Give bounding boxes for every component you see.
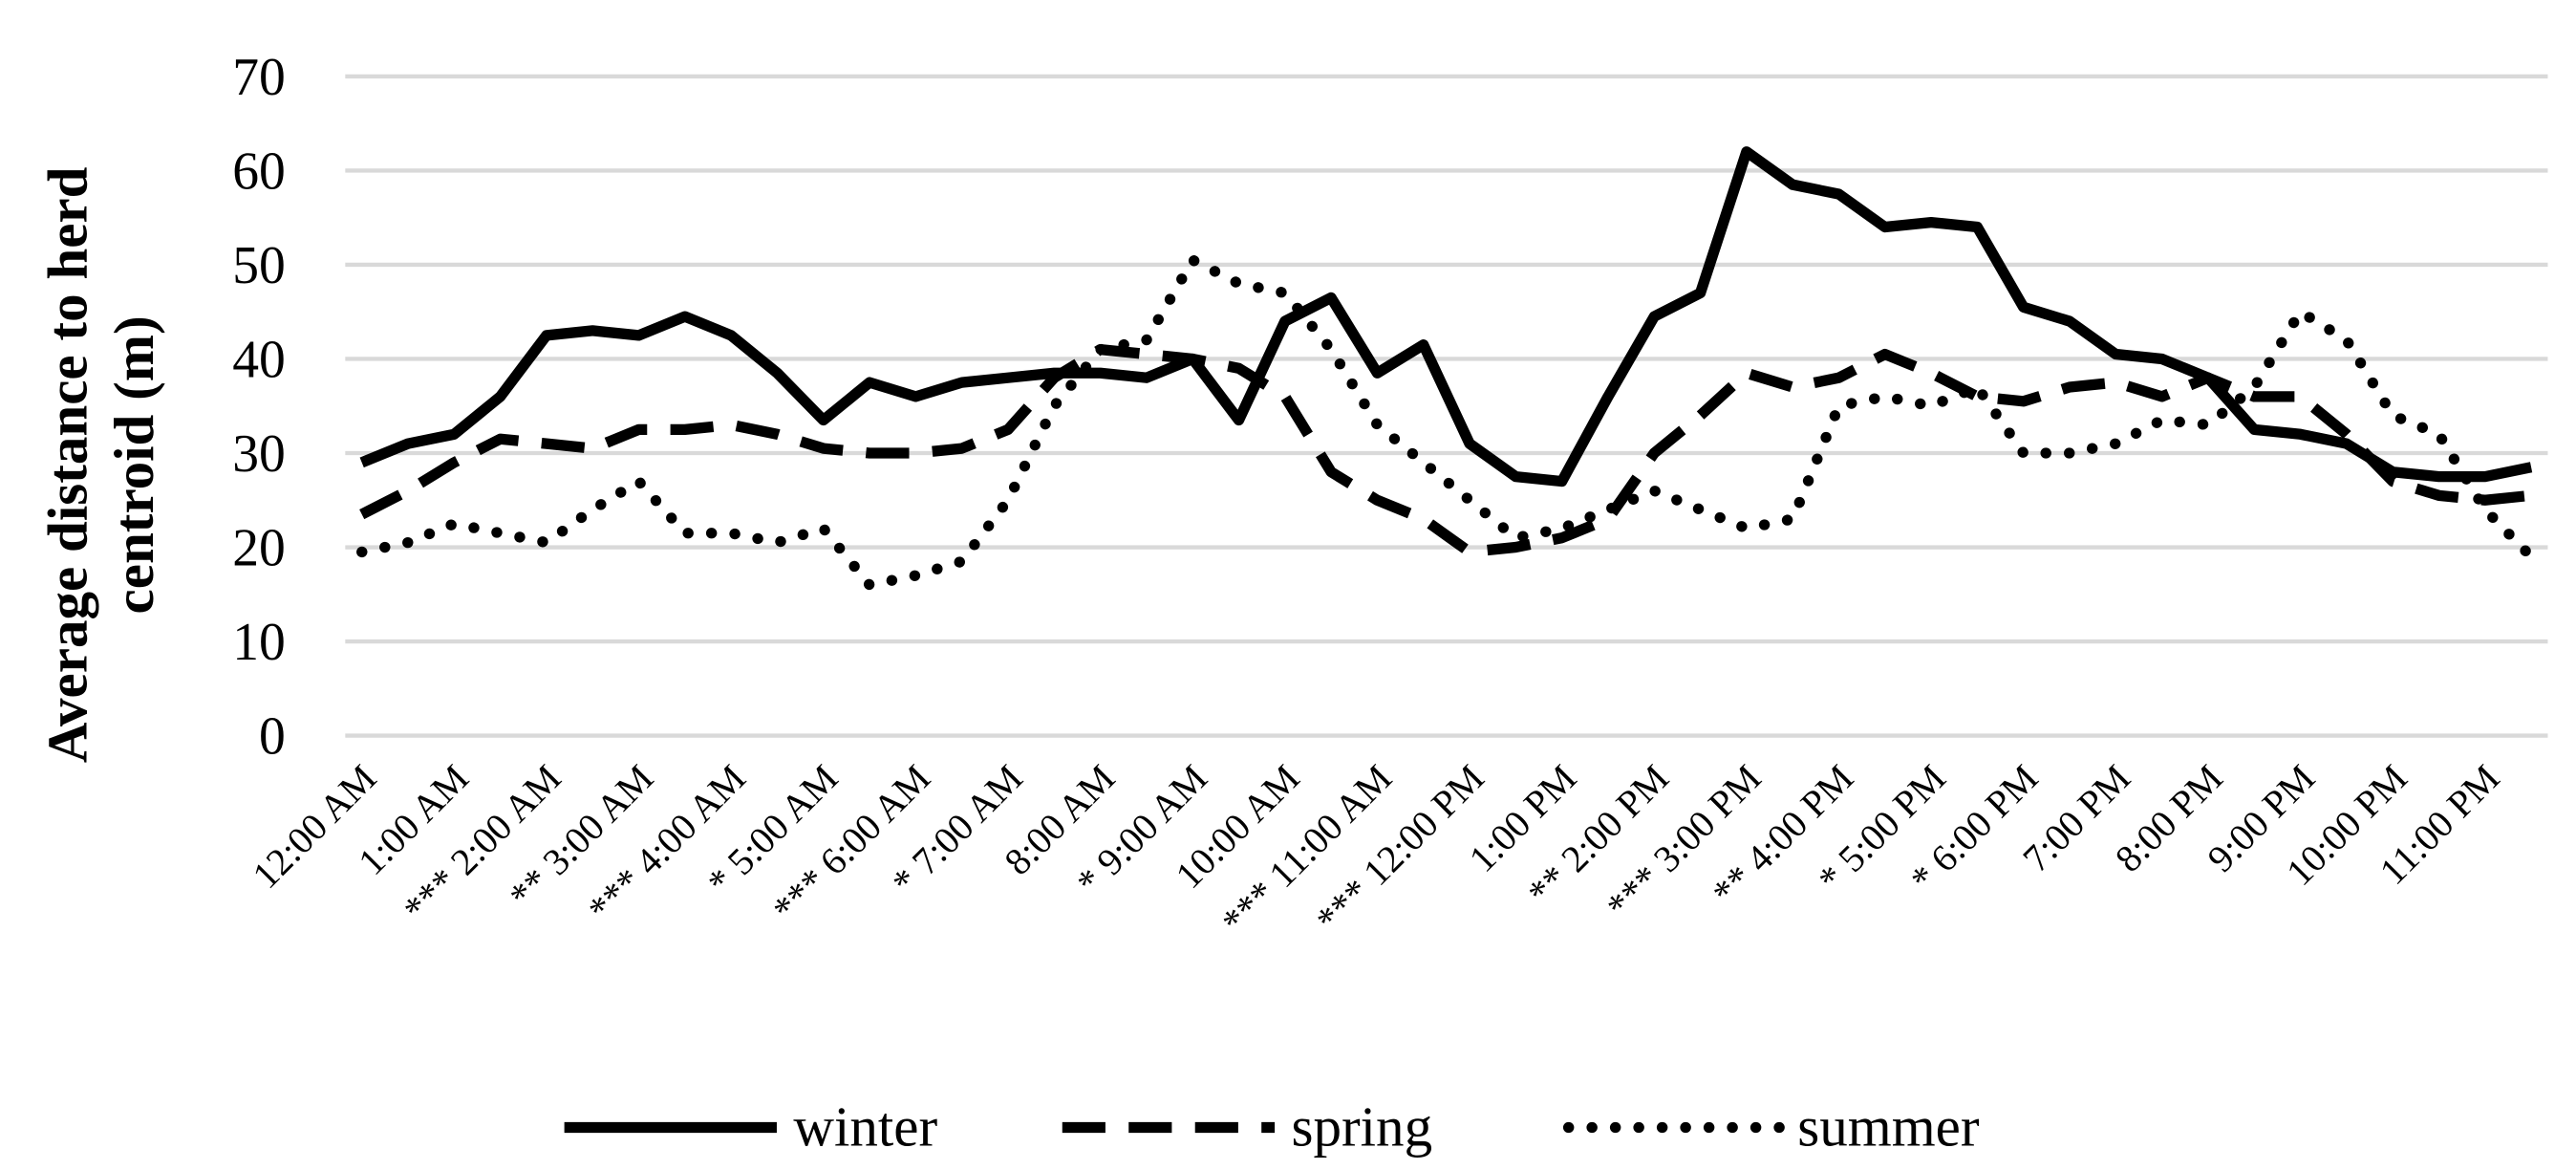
series-line	[356, 254, 2537, 591]
y-tick-label: 70	[232, 48, 286, 107]
y-tick-label: 0	[259, 707, 286, 767]
y-tick-label: 20	[232, 519, 286, 578]
y-tick-label: 30	[232, 424, 286, 484]
y-axis-label: Average distance to herd	[35, 166, 98, 763]
y-axis-label: centroid (m)	[102, 315, 165, 614]
y-tick-label: 10	[232, 613, 286, 672]
x-tick-label: 12:00 AM	[244, 756, 384, 897]
legend-label: spring	[1291, 1095, 1432, 1159]
legend-label: winter	[793, 1095, 937, 1159]
y-tick-label: 60	[232, 142, 286, 202]
series-line	[359, 146, 2533, 488]
y-tick-label: 50	[232, 236, 286, 295]
y-tick-label: 40	[232, 331, 286, 390]
legend-label: summer	[1797, 1095, 1980, 1159]
series-line	[359, 343, 2532, 558]
